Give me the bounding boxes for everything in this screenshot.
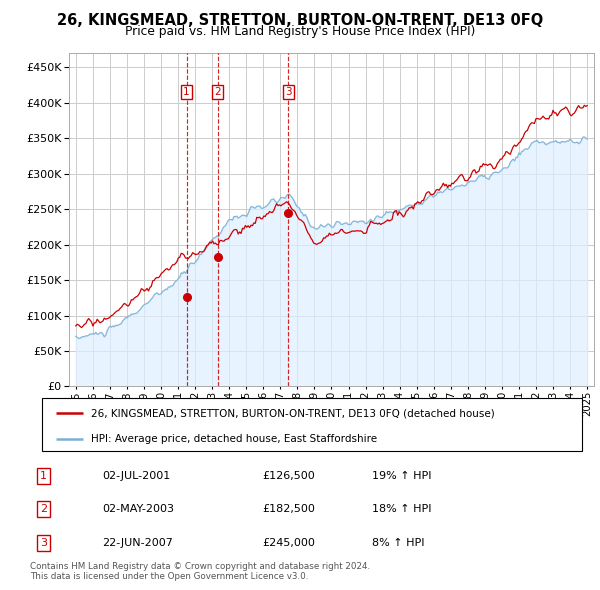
Text: Contains HM Land Registry data © Crown copyright and database right 2024.: Contains HM Land Registry data © Crown c… (30, 562, 370, 571)
Text: 22-JUN-2007: 22-JUN-2007 (102, 538, 173, 548)
Text: £126,500: £126,500 (262, 471, 314, 481)
Text: 18% ↑ HPI: 18% ↑ HPI (372, 504, 432, 514)
Text: 26, KINGSMEAD, STRETTON, BURTON-ON-TRENT, DE13 0FQ: 26, KINGSMEAD, STRETTON, BURTON-ON-TRENT… (57, 13, 543, 28)
Text: This data is licensed under the Open Government Licence v3.0.: This data is licensed under the Open Gov… (30, 572, 308, 581)
Text: £245,000: £245,000 (262, 538, 315, 548)
Text: 02-JUL-2001: 02-JUL-2001 (102, 471, 170, 481)
Text: 8% ↑ HPI: 8% ↑ HPI (372, 538, 425, 548)
Text: 19% ↑ HPI: 19% ↑ HPI (372, 471, 432, 481)
Text: 3: 3 (285, 87, 292, 97)
Text: £182,500: £182,500 (262, 504, 315, 514)
Text: 1: 1 (40, 471, 47, 481)
Text: 3: 3 (40, 538, 47, 548)
Text: Price paid vs. HM Land Registry's House Price Index (HPI): Price paid vs. HM Land Registry's House … (125, 25, 475, 38)
Text: 2: 2 (214, 87, 221, 97)
Text: 26, KINGSMEAD, STRETTON, BURTON-ON-TRENT, DE13 0FQ (detached house): 26, KINGSMEAD, STRETTON, BURTON-ON-TRENT… (91, 408, 494, 418)
Text: HPI: Average price, detached house, East Staffordshire: HPI: Average price, detached house, East… (91, 434, 377, 444)
Text: 1: 1 (184, 87, 190, 97)
Text: 02-MAY-2003: 02-MAY-2003 (102, 504, 174, 514)
Text: 2: 2 (40, 504, 47, 514)
